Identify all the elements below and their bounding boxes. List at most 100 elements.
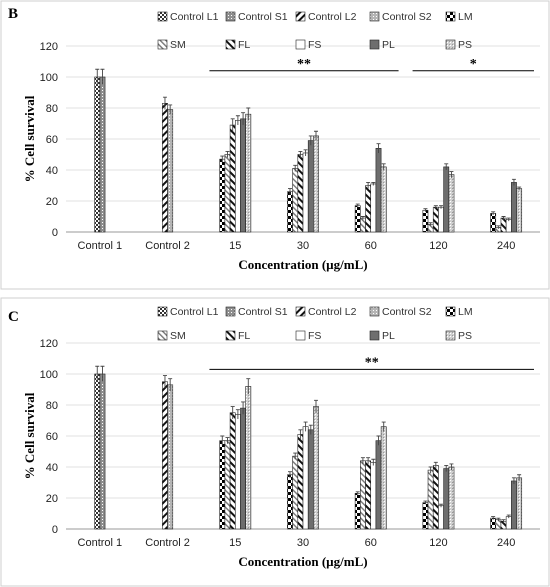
panel-b-bar-ps-60 <box>380 166 387 233</box>
panel-c-legend-label: PS <box>458 330 472 342</box>
panel-b-legend-swatch <box>225 39 236 50</box>
panel-c-bar-control-s2-control-2 <box>167 384 174 530</box>
panel-c-x-tick-label: Control 1 <box>78 537 123 549</box>
panel-b-legend-swatch <box>445 11 456 22</box>
panel-b-legend-ps: PS <box>445 39 472 51</box>
panel-b-significance-marker: ** <box>297 57 311 72</box>
panel-c-error-bar-control-l2-control-2 <box>162 375 167 388</box>
panel-b-error-bar-sm-120 <box>428 222 433 226</box>
panel-b-error-bar-pl-240 <box>511 178 516 186</box>
panel-b-legend-swatch <box>445 39 456 50</box>
panel-b-error-bar-pl-15 <box>241 112 246 126</box>
panel-c-error-bar-sm-240 <box>496 517 501 522</box>
panel-b-legend-label: PS <box>458 39 472 51</box>
panel-c-bar-sm-120 <box>427 469 434 530</box>
panel-c-y-tick-label: 20 <box>46 493 58 505</box>
panel-b-legend-swatch <box>157 39 168 50</box>
panel-c-error-bar-control-s1-control-1 <box>100 365 105 382</box>
panel-c-x-axis-title: Concentration (µg/mL) <box>238 554 367 569</box>
panel-c-legend-lm: LM <box>445 306 473 318</box>
panel-b-error-bar-fl-240 <box>501 216 506 220</box>
panel-b: B 0 20 40 60 80 100 120 % Cell survival Control 1… <box>0 0 550 290</box>
panel-c-bar-fl-30 <box>297 434 304 530</box>
panel-b-x-tick-label: 120 <box>429 240 447 252</box>
panel-b-legend-fs: FS <box>295 39 321 51</box>
panel-c-x-tick-label: 240 <box>497 537 515 549</box>
panel-b-error-bar-ps-15 <box>246 107 251 121</box>
panel-b-significance-marker: * <box>470 57 477 72</box>
panel-c-error-bar-sm-60 <box>360 457 365 464</box>
panel-b-y-axis-title: % Cell survival <box>22 95 37 182</box>
panel-b-bar-fl-120 <box>432 206 439 233</box>
panel-c-y-tick-label: 60 <box>46 431 58 443</box>
panel-b-legend-label: Control L1 <box>170 11 219 23</box>
panel-c-bar-ps-15 <box>245 386 252 530</box>
panel-c-error-bar-ps-30 <box>314 399 318 413</box>
panel-b-legend-pl: PL <box>369 39 395 51</box>
panel-b-legend-label: LM <box>458 11 473 23</box>
panel-b-bar-pl-15 <box>240 118 246 233</box>
panel-c-bar-ps-240 <box>516 477 523 530</box>
panel-c-bar-pl-120 <box>443 468 450 530</box>
panel-b-legend-control-s2: Control S2 <box>369 11 432 23</box>
panel-b-error-bar-lm-30 <box>288 188 292 195</box>
panel-b-y-tick-label: 40 <box>46 165 58 177</box>
panel-c-error-bar-fl-240 <box>501 519 506 523</box>
panel-b-error-bar-sm-30 <box>293 164 298 172</box>
panel-c-error-bar-ps-240 <box>517 474 522 481</box>
panel-c-legend-swatch <box>445 306 456 317</box>
panel-c-legend-swatch <box>157 330 168 341</box>
panel-b-legend-control-s1: Control S1 <box>225 11 288 23</box>
panel-b-error-bar-control-l2-control-2 <box>162 96 167 110</box>
panel-b-error-bar-fs-120 <box>439 205 444 209</box>
panel-c-y-axis-title: % Cell survival <box>22 392 37 479</box>
panel-b-bar-fl-15 <box>229 124 236 233</box>
panel-b-bar-pl-120 <box>443 166 450 233</box>
panel-b-error-bar-control-s1-control-1 <box>100 68 105 85</box>
panel-b-error-bar-control-l1-control-1 <box>95 68 100 85</box>
panel-c-x-tick-label: 60 <box>365 537 377 549</box>
panel-b-bar-fs-60 <box>370 183 377 233</box>
panel-b-error-bar-ps-60 <box>381 163 386 170</box>
panel-c-bar-pl-60 <box>375 440 382 530</box>
panel-c-legend-swatch <box>295 306 306 317</box>
panel-c-bar-pl-30 <box>307 429 314 530</box>
panel-c-legend-swatch <box>157 306 168 317</box>
panel-c-error-bar-fs-15 <box>235 409 240 419</box>
panel-b-bar-ps-15 <box>245 113 252 233</box>
panel-c-bar-sm-30 <box>292 455 299 530</box>
panel-c-x-tick-label: 30 <box>297 537 309 549</box>
panel-c-bar-pl-240 <box>511 480 517 530</box>
panel-c-legend-label: FL <box>238 330 250 342</box>
panel-c-legend-control-s2: Control S2 <box>369 306 432 318</box>
panel-b-error-bar-fs-30 <box>303 149 308 157</box>
panel-b-bar-ps-120 <box>448 174 455 233</box>
panel-c-error-bar-fs-60 <box>371 458 376 466</box>
panel-b-error-bar-control-s2-control-2 <box>168 104 173 115</box>
panel-b-bar-control-s2-control-2 <box>167 109 174 233</box>
panel-b-bar-fs-120 <box>438 206 444 233</box>
panel-b-bar-ps-240 <box>516 188 523 233</box>
panel-c-error-bar-sm-30 <box>293 452 298 460</box>
panel-b-error-bar-fs-60 <box>371 181 376 186</box>
panel-c-legend-swatch <box>445 330 456 341</box>
panel-c-legend-pl: PL <box>369 330 395 342</box>
panel-b-legend-swatch <box>369 11 380 22</box>
panel-c-error-bar-fl-30 <box>298 429 303 440</box>
panel-c-legend-fs: FS <box>295 330 321 342</box>
panel-b-bar-sm-60 <box>360 217 366 233</box>
panel-c-bar-ps-30 <box>313 406 319 530</box>
panel-b-error-bar-fl-30 <box>298 150 303 158</box>
panel-b-legend-fl: FL <box>225 39 250 51</box>
panel-b-legend-label: PL <box>382 39 395 51</box>
panel-c-error-bar-ps-60 <box>381 421 386 432</box>
panel-b-bar-control-l2-control-2 <box>162 103 168 233</box>
panel-c-error-bar-lm-240 <box>491 516 496 520</box>
panel-c-bar-control-l1-control-1 <box>94 373 101 530</box>
panel-b-bar-sm-30 <box>292 168 299 233</box>
panel-c-error-bar-sm-120 <box>428 466 433 474</box>
panel-b-error-bar-fl-60 <box>366 181 371 189</box>
panel-c-error-bar-fs-120 <box>439 503 444 508</box>
panel-c-bar-fl-15 <box>229 412 236 530</box>
panel-b-x-axis-title: Concentration (µg/mL) <box>238 257 367 272</box>
